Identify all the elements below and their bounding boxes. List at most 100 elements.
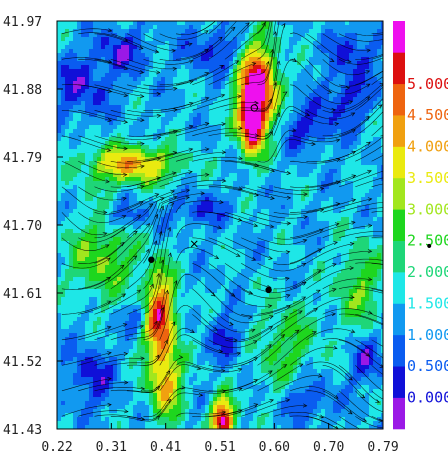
field-cell: [309, 173, 314, 178]
field-cell: [105, 81, 110, 86]
field-cell: [161, 245, 166, 250]
field-cell: [305, 205, 310, 210]
field-cell: [141, 245, 146, 250]
field-cell: [109, 241, 114, 246]
field-cell: [65, 221, 70, 226]
field-cell: [113, 173, 118, 178]
field-cell: [213, 137, 218, 142]
field-cell: [85, 193, 90, 198]
field-cell: [153, 77, 158, 82]
field-cell: [141, 193, 146, 198]
field-cell: [221, 61, 226, 66]
field-cell: [309, 37, 314, 42]
field-cell: [321, 205, 326, 210]
field-cell: [309, 33, 314, 38]
field-cell: [345, 257, 350, 262]
field-cell: [77, 89, 82, 94]
field-cell: [345, 245, 350, 250]
field-cell: [149, 53, 154, 58]
field-cell: [205, 137, 210, 142]
field-cell: [189, 33, 194, 38]
field-cell: [117, 117, 122, 122]
field-cell: [105, 197, 110, 202]
field-cell: [273, 61, 278, 66]
field-cell: [117, 221, 122, 226]
field-cell: [361, 29, 366, 34]
field-cell: [217, 125, 222, 130]
field-cell: [81, 197, 86, 202]
field-cell: [113, 53, 118, 58]
field-cell: [225, 181, 230, 186]
field-cell: [157, 37, 162, 42]
field-cell: [137, 113, 142, 118]
field-cell: [341, 129, 346, 134]
field-cell: [297, 85, 302, 90]
field-cell: [193, 229, 198, 234]
field-cell: [89, 97, 94, 102]
field-cell: [381, 69, 383, 74]
field-cell: [341, 233, 346, 238]
field-cell: [373, 25, 378, 30]
field-cell: [293, 193, 298, 198]
field-cell: [301, 41, 306, 46]
field-cell: [141, 217, 146, 222]
field-cell: [101, 201, 106, 206]
field-cell: [281, 249, 286, 254]
field-cell: [201, 261, 206, 266]
field-cell: [185, 173, 190, 178]
field-cell: [297, 81, 302, 86]
field-cell: [141, 101, 146, 106]
field-cell: [349, 117, 354, 122]
field-cell: [77, 173, 82, 178]
field-cell: [253, 121, 258, 126]
field-cell: [257, 89, 262, 94]
field-cell: [169, 21, 174, 26]
field-cell: [253, 173, 258, 178]
field-cell: [157, 181, 162, 186]
field-cell: [349, 177, 354, 182]
field-cell: [381, 45, 383, 50]
field-cell: [241, 97, 246, 102]
field-cell: [329, 113, 334, 118]
field-cell: [217, 169, 222, 174]
field-cell: [373, 85, 378, 90]
field-cell: [297, 157, 302, 162]
field-cell: [193, 261, 198, 266]
field-cell: [241, 73, 246, 78]
field-cell: [85, 73, 90, 78]
field-cell: [353, 261, 358, 266]
field-cell: [137, 233, 142, 238]
field-cell: [201, 201, 206, 206]
field-cell: [309, 193, 314, 198]
field-cell: [165, 137, 170, 142]
field-cell: [341, 217, 346, 222]
field-cell: [205, 261, 210, 266]
field-cell: [157, 153, 162, 158]
field-cell: [129, 197, 134, 202]
field-cell: [305, 41, 310, 46]
field-cell: [261, 85, 266, 90]
field-cell: [121, 53, 126, 58]
field-cell: [173, 61, 178, 66]
field-cell: [125, 69, 130, 74]
field-cell: [205, 85, 210, 90]
field-cell: [69, 37, 74, 42]
field-cell: [357, 169, 362, 174]
field-cell: [137, 197, 142, 202]
field-cell: [129, 129, 134, 134]
field-cell: [237, 221, 242, 226]
field-cell: [321, 197, 326, 202]
field-cell: [221, 25, 226, 30]
field-cell: [209, 177, 214, 182]
field-cell: [121, 133, 126, 138]
field-cell: [233, 45, 238, 50]
field-cell: [153, 153, 158, 158]
field-cell: [261, 29, 266, 34]
field-cell: [97, 261, 102, 266]
field-cell: [57, 97, 62, 102]
field-cell: [341, 93, 346, 98]
field-cell: [165, 125, 170, 130]
field-cell: [101, 29, 106, 34]
field-cell: [333, 221, 338, 226]
field-cell: [109, 149, 114, 154]
